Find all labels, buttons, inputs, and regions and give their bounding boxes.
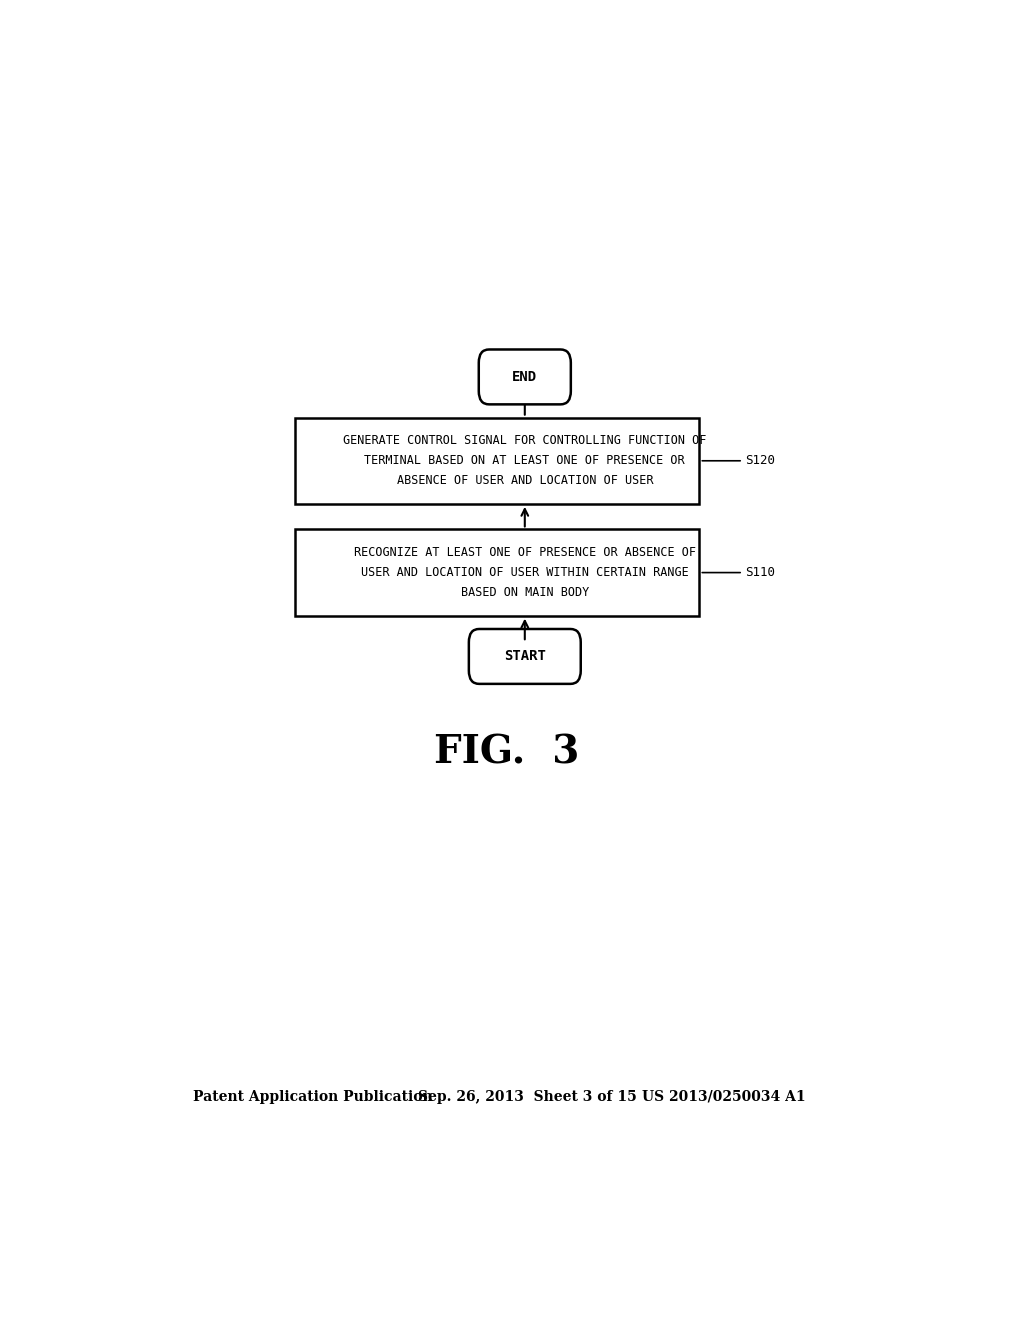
Text: US 2013/0250034 A1: US 2013/0250034 A1: [642, 1089, 806, 1104]
Text: S110: S110: [745, 566, 775, 579]
FancyBboxPatch shape: [469, 630, 581, 684]
Text: Patent Application Publication: Patent Application Publication: [194, 1089, 433, 1104]
FancyBboxPatch shape: [295, 529, 699, 615]
FancyBboxPatch shape: [479, 350, 570, 404]
Text: GENERATE CONTROL SIGNAL FOR CONTROLLING FUNCTION OF
TERMINAL BASED ON AT LEAST O: GENERATE CONTROL SIGNAL FOR CONTROLLING …: [343, 434, 707, 487]
Text: START: START: [504, 649, 546, 664]
FancyBboxPatch shape: [295, 417, 699, 504]
Text: END: END: [512, 370, 538, 384]
Text: S120: S120: [745, 454, 775, 467]
Text: Sep. 26, 2013  Sheet 3 of 15: Sep. 26, 2013 Sheet 3 of 15: [418, 1089, 636, 1104]
Text: FIG.  3: FIG. 3: [433, 734, 579, 772]
Text: RECOGNIZE AT LEAST ONE OF PRESENCE OR ABSENCE OF
USER AND LOCATION OF USER WITHI: RECOGNIZE AT LEAST ONE OF PRESENCE OR AB…: [354, 546, 695, 599]
